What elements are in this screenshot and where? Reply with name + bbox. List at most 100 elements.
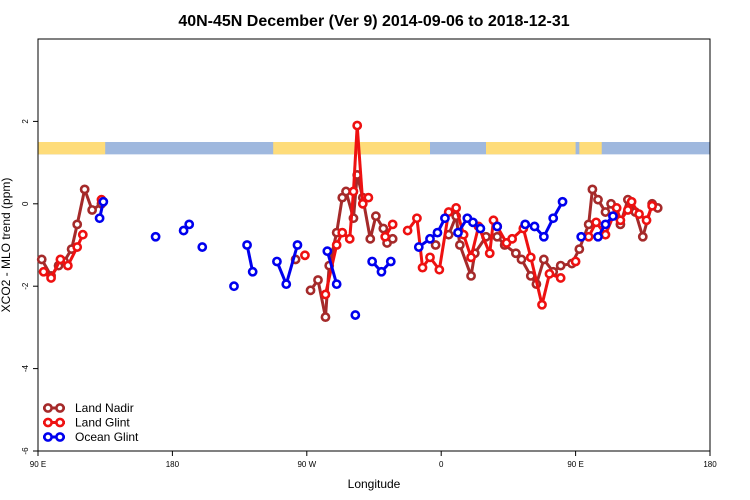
data-point [583, 231, 594, 242]
data-point [331, 279, 342, 290]
data-point [72, 219, 83, 230]
data-point [600, 207, 611, 217]
data-point [576, 231, 587, 242]
data-point [184, 219, 195, 230]
plot-frame [37, 38, 711, 452]
data-point [647, 200, 658, 211]
data-point [87, 205, 98, 215]
data-point [516, 254, 527, 265]
series-segment [325, 250, 339, 285]
data-point [432, 227, 443, 238]
series-segment [75, 189, 87, 225]
x-tick-label: 90 E [567, 460, 583, 469]
data-point [538, 231, 549, 242]
data-point [150, 231, 161, 242]
data-point [570, 256, 581, 267]
y-tick-label: -2 [21, 282, 30, 290]
data-point [292, 240, 303, 250]
legend-label: Land Nadir [75, 401, 134, 415]
data-point [475, 223, 486, 234]
data-point [529, 221, 540, 232]
y-axis-label: XCO2 - MLO trend (ppm) [0, 178, 13, 313]
data-point [453, 227, 463, 238]
data-point [574, 244, 585, 255]
x-axis: 90 E 180 90 W 0 90 E 180 [30, 451, 717, 469]
data-point [62, 260, 73, 271]
y-tick-label: 2 [21, 119, 30, 124]
data-point [557, 196, 568, 207]
data-point [363, 192, 374, 203]
data-point [36, 254, 47, 265]
data-point [272, 256, 282, 267]
data-point [634, 209, 644, 219]
data-point [79, 184, 90, 195]
series-segment [529, 257, 544, 306]
data-point [425, 233, 435, 244]
data-point [507, 233, 518, 244]
data-point [242, 240, 252, 250]
y-tick-label: 0 [21, 201, 30, 206]
data-point [626, 196, 637, 207]
data-point [380, 231, 391, 242]
data-point [367, 256, 378, 267]
data-point [430, 240, 441, 250]
data-point [510, 248, 521, 259]
data-point [352, 120, 363, 131]
data-point [413, 242, 424, 252]
data-point [538, 254, 549, 265]
series-segment [587, 189, 594, 225]
x-tick-label: 180 [703, 460, 717, 469]
y-tick-label: -6 [21, 447, 30, 455]
chart-title: 40N-45N December (Ver 9) 2014-09-06 to 2… [178, 13, 569, 30]
series-segment [540, 273, 551, 306]
legend-marker [55, 417, 65, 428]
data-point [611, 203, 622, 213]
land-segment [71, 142, 102, 155]
data-point [587, 184, 598, 195]
data-point [385, 256, 396, 267]
data-point [46, 273, 56, 283]
data-point [305, 285, 316, 296]
data-point [402, 225, 413, 236]
data-point [600, 219, 611, 230]
data-point [492, 221, 503, 232]
data-point [348, 186, 359, 197]
land-segment [579, 142, 602, 155]
series-segment [348, 191, 355, 239]
x-tick-label: 180 [166, 460, 180, 469]
data-point [247, 266, 258, 277]
data-point [281, 279, 292, 290]
data-point [229, 281, 239, 292]
series-segment [521, 228, 533, 258]
data-point [300, 250, 310, 261]
legend-marker [43, 432, 53, 442]
data-point [440, 213, 450, 224]
x-axis-label: Longitude [348, 477, 401, 491]
y-tick-label: -4 [21, 364, 30, 372]
land-ocean-bar [38, 142, 710, 155]
data-point [178, 225, 189, 236]
data-point [313, 275, 323, 285]
data-point [94, 213, 105, 224]
data-point [341, 186, 351, 197]
data-point [600, 229, 611, 240]
legend-marker [55, 432, 65, 442]
data-point [468, 217, 478, 228]
data-point [525, 252, 536, 263]
data-point [544, 268, 555, 279]
data-point [72, 242, 83, 252]
data-point [197, 242, 208, 252]
data-point [387, 233, 398, 244]
data-point [451, 203, 462, 213]
x-tick-label: 90 W [297, 460, 316, 469]
data-point [417, 262, 428, 273]
legend-marker [55, 403, 65, 413]
data-point [320, 312, 331, 322]
data-point [376, 266, 387, 277]
y-axis: -6 -4 -2 0 2 [21, 119, 38, 455]
data-point [344, 233, 355, 244]
data-point [537, 299, 547, 310]
data-point [370, 211, 381, 222]
data-point [593, 194, 603, 205]
